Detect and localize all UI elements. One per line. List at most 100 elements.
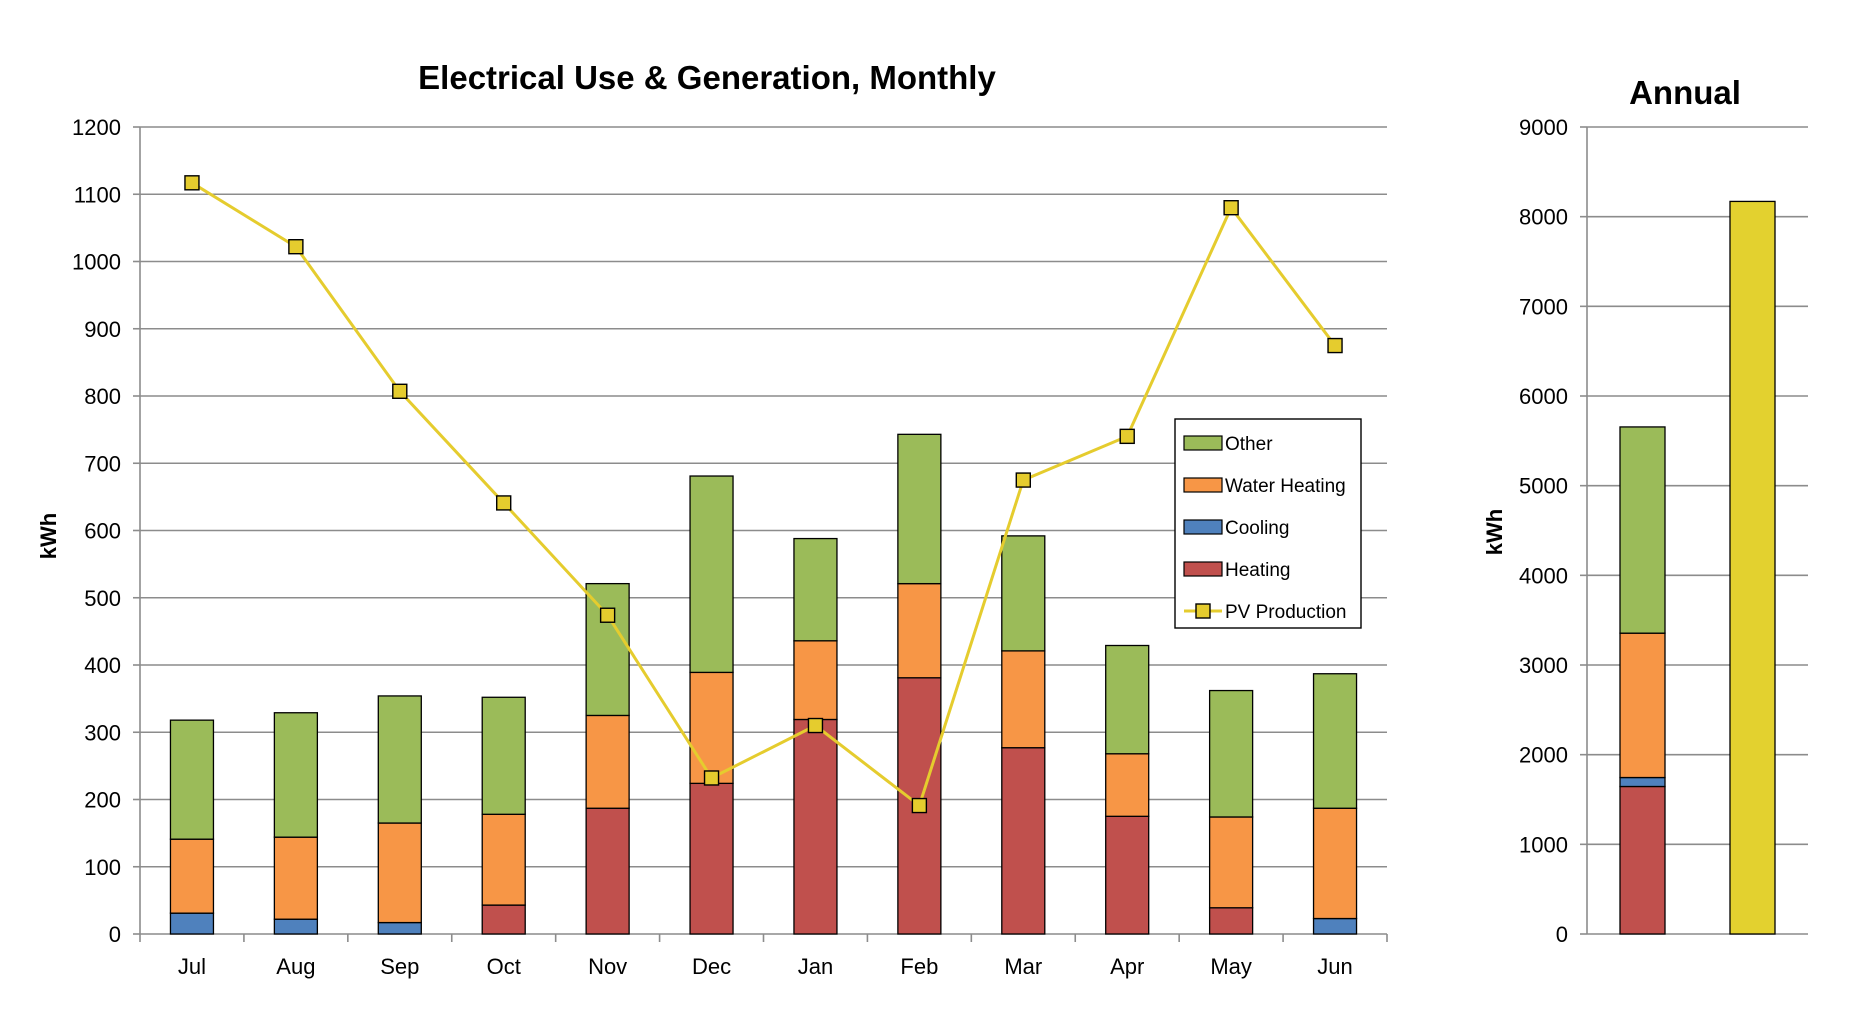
bar-water-heating-aug [273, 836, 319, 920]
pv-point-mar [1015, 472, 1031, 488]
annual-y-tick-label: 7000 [1519, 294, 1568, 319]
annual-y-tick-label: 3000 [1519, 653, 1568, 678]
annual-y-axis-label: kWh [1482, 509, 1507, 555]
pv-point-feb [911, 797, 928, 814]
annual-y-tick-label: 6000 [1519, 384, 1568, 409]
pv-point-sep [392, 383, 408, 399]
legend-swatch-water-heating [1183, 477, 1223, 493]
x-tick-label: Jun [1317, 954, 1352, 979]
bar-water-heating-jan [793, 640, 838, 721]
annual-bar-heating [1619, 785, 1666, 935]
bar-other-apr [1105, 644, 1150, 755]
y-tick-label: 900 [84, 317, 121, 342]
legend: Other Water Heating Cooling Heating PV Produ… [1174, 418, 1362, 629]
annual-plot-area: 0 1000 2000 3000 4000 5000 6000 7000 8000 9000 [1519, 115, 1808, 947]
bar-heating-apr [1105, 815, 1150, 935]
y-tick-label: 800 [84, 384, 121, 409]
x-tick-label: Apr [1110, 954, 1144, 979]
legend-swatch-other [1183, 435, 1223, 451]
bar-heating-may [1208, 907, 1254, 935]
legend-swatch-heating [1183, 561, 1223, 577]
annual-bar-other [1619, 426, 1666, 634]
bar-other-dec [689, 475, 734, 674]
bar-heating-jan [793, 718, 838, 935]
monthly-y-axis-label: kWh [36, 513, 61, 559]
x-tick-label: Nov [588, 954, 627, 979]
bar-water-heating-feb [897, 582, 942, 679]
monthly-plot-area: 0 100 200 300 400 500 600 700 800 900 1000 1100 1200… [72, 115, 1388, 979]
y-tick-label: 1200 [72, 115, 121, 140]
x-tick-label: Jan [798, 954, 833, 979]
annual-y-tick-label: 4000 [1519, 563, 1568, 588]
bar-other-oct [481, 696, 526, 815]
annual-bar-cooling [1619, 776, 1666, 788]
x-tick-label: Oct [487, 954, 521, 979]
annual-y-tick-label: 2000 [1519, 743, 1568, 768]
pv-point-aug [288, 239, 304, 255]
y-tick-label: 1100 [74, 182, 121, 207]
legend-swatch-cooling [1183, 519, 1223, 535]
bar-other-nov [585, 582, 630, 717]
y-tick-label: 700 [84, 451, 121, 476]
bar-water-heating-nov [585, 714, 630, 809]
bar-cooling-aug [273, 918, 319, 935]
bar-other-feb [897, 433, 942, 585]
annual-chart-title: Annual [1629, 74, 1741, 111]
y-tick-label: 500 [84, 586, 121, 611]
bar-water-heating-sep [377, 822, 422, 924]
annual-y-tick-label: 1000 [1519, 832, 1568, 857]
bar-heating-oct [481, 904, 526, 935]
legend-label-heating: Heating [1225, 560, 1291, 581]
bar-water-heating-mar [1001, 650, 1046, 749]
pv-point-nov [599, 607, 616, 623]
pv-point-jul [184, 175, 200, 191]
x-tick-label: Sep [380, 954, 419, 979]
bar-water-heating-apr [1105, 753, 1150, 817]
x-tick-label: May [1210, 954, 1252, 979]
bar-heating-nov [585, 807, 630, 935]
pv-point-dec [703, 770, 720, 786]
bar-other-mar [1001, 535, 1046, 652]
bar-heating-mar [1001, 747, 1046, 935]
legend-label-other: Other [1225, 434, 1273, 455]
annual-y-tick-label: 9000 [1519, 115, 1568, 140]
bar-other-sep [377, 695, 422, 824]
legend-label-water-heating: Water Heating [1225, 476, 1346, 497]
y-tick-label: 0 [109, 922, 121, 947]
pv-point-may [1223, 199, 1239, 216]
legend-label-cooling: Cooling [1225, 518, 1289, 539]
pv-point-oct [496, 495, 512, 511]
bar-heating-dec [689, 782, 734, 935]
x-tick-label: Aug [276, 954, 315, 979]
pv-point-jun [1327, 337, 1343, 354]
bar-water-heating-oct [481, 813, 526, 906]
pv-point-jan [807, 717, 824, 734]
annual-bar-pv-production [1729, 200, 1776, 935]
bar-water-heating-may [1208, 816, 1254, 909]
y-tick-label: 300 [84, 720, 121, 745]
bar-cooling-jul [169, 912, 215, 935]
x-tick-label: Jul [178, 954, 206, 979]
legend-marker-pv-production [1195, 603, 1211, 619]
annual-y-tick-label: 8000 [1519, 205, 1568, 230]
bar-water-heating-jun [1312, 807, 1358, 920]
pv-production-line [191, 181, 1337, 809]
monthly-chart-title: Electrical Use & Generation, Monthly [418, 59, 996, 96]
bar-other-jul [169, 719, 215, 840]
x-tick-label: Dec [692, 954, 731, 979]
bar-water-heating-jul [169, 838, 215, 914]
bar-cooling-jun [1312, 917, 1358, 935]
bar-other-aug [273, 712, 319, 838]
y-tick-label: 1000 [72, 250, 121, 275]
y-tick-label: 600 [84, 519, 121, 544]
y-tick-label: 400 [84, 653, 121, 678]
legend-label-pv-production: PV Production [1225, 602, 1346, 623]
annual-bar-water-heating [1619, 632, 1666, 779]
x-tick-label: Feb [900, 954, 938, 979]
y-tick-label: 100 [84, 855, 121, 880]
y-tick-label: 200 [84, 788, 121, 813]
bar-other-may [1208, 689, 1254, 818]
x-tick-label: Mar [1004, 954, 1042, 979]
